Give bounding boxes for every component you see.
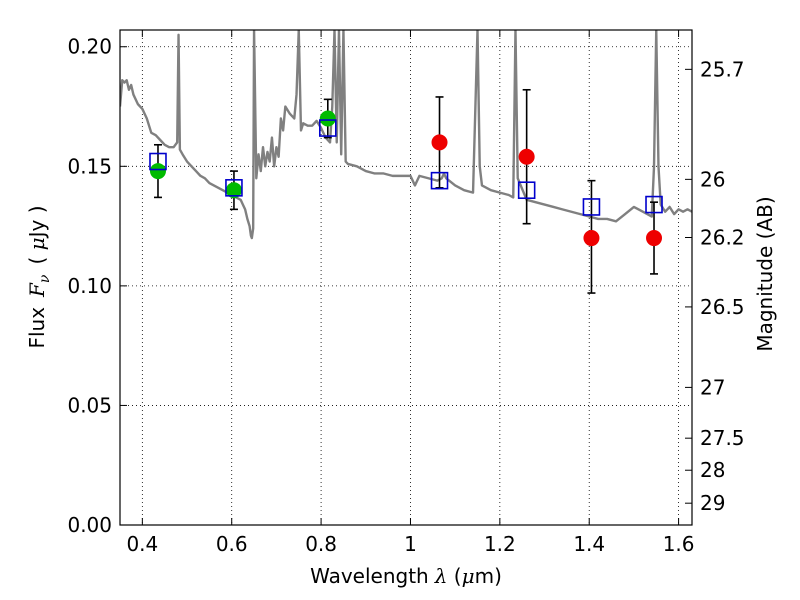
y-axis-label: Flux Fν ( μJy ) xyxy=(25,205,53,348)
observed-point xyxy=(431,134,448,151)
sed-model-line xyxy=(120,30,692,240)
y-axis-label-symbol: F xyxy=(25,282,49,298)
x-axis-ticks: 0.4 0.6 0.8 1 1.2 1.4 1.6 xyxy=(126,30,695,556)
model-photometry-square xyxy=(517,181,536,200)
y2-tick-label: 26 xyxy=(700,167,725,191)
y-tick-label: 0.10 xyxy=(67,274,112,298)
y2-axis-label: Magnitude (AB) xyxy=(753,196,777,351)
plot-area xyxy=(120,30,692,294)
y-axis-label-subscript: ν xyxy=(37,274,53,283)
x-tick-label: 1.4 xyxy=(573,532,605,556)
x-axis-label-text: Wavelength xyxy=(310,564,429,588)
y2-tick-label: 29 xyxy=(700,491,725,515)
y-tick-label: 0.00 xyxy=(67,513,112,537)
x-axis-label: Wavelength λ (μm) xyxy=(310,564,502,588)
y2-tick-label: 28 xyxy=(700,458,725,482)
y2-tick-label: 27.5 xyxy=(700,426,745,450)
model-photometry-square xyxy=(582,198,601,216)
model-photometry-square xyxy=(430,171,449,190)
model-photometry-squares xyxy=(149,119,663,216)
y2-axis-ticks: 25.7 26 26.2 26.5 27 27.5 28 29 xyxy=(685,57,745,515)
y-tick-label: 0.15 xyxy=(67,154,112,178)
plot-frame xyxy=(119,29,693,526)
x-tick-label: 1.6 xyxy=(663,532,695,556)
y-tick-label: 0.20 xyxy=(67,35,112,59)
x-tick-label: 0.8 xyxy=(305,532,337,556)
model-photometry-square xyxy=(225,179,243,197)
y-axis-label-unit-close: Jy ) xyxy=(25,205,49,239)
x-axis-label-unit-open: ( xyxy=(447,564,461,588)
y2-tick-label: 26.2 xyxy=(700,226,745,250)
y-tick-label: 0.05 xyxy=(67,393,112,417)
model-photometry-square xyxy=(645,195,663,214)
y-axis-label-unit-open: ( xyxy=(25,250,49,264)
observed-point xyxy=(319,110,336,127)
y-axis-label-text: Flux xyxy=(25,307,49,349)
model-photometry-square xyxy=(149,152,167,171)
x-axis-label-unit-close: m) xyxy=(475,564,502,588)
x-tick-label: 1 xyxy=(404,532,417,556)
observed-point xyxy=(646,230,663,247)
observed-points xyxy=(149,110,663,247)
y2-tick-label: 27 xyxy=(700,375,725,399)
y2-tick-label: 26.5 xyxy=(700,295,745,319)
y-axis-ticks: 0.00 0.05 0.10 0.15 0.20 xyxy=(67,35,127,537)
x-axis-label-symbol: λ xyxy=(434,564,448,588)
model-photometry-square xyxy=(318,119,337,137)
x-axis-label-unit-mu: μ xyxy=(462,564,475,588)
observed-point xyxy=(518,148,535,165)
y2-tick-label: 25.7 xyxy=(700,57,745,81)
x-tick-label: 0.6 xyxy=(216,532,248,556)
y-axis-label-unit-mu: μ xyxy=(25,237,49,250)
x-tick-label: 1.2 xyxy=(484,532,516,556)
observed-point xyxy=(149,163,166,180)
x-tick-label: 0.4 xyxy=(126,532,158,556)
observed-point xyxy=(583,230,600,247)
